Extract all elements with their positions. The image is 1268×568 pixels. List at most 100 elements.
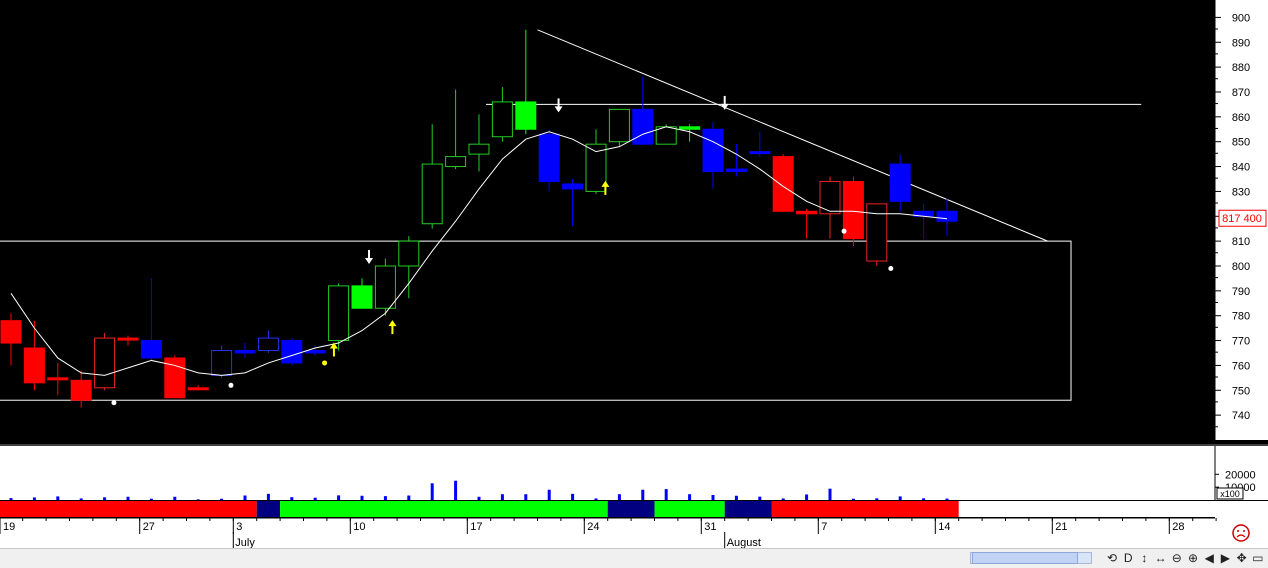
crosshair-icon[interactable]: ✥ — [1236, 551, 1247, 565]
volume-bar — [173, 496, 177, 500]
volume-bar — [594, 498, 598, 500]
volume-bar — [547, 489, 551, 500]
date-axis-label: 3 — [236, 521, 242, 533]
white-dot-marker — [111, 400, 117, 406]
candle-body — [398, 240, 420, 267]
scrollbar-thumb[interactable] — [972, 552, 1078, 564]
vertical-move-icon[interactable]: ↕ — [1141, 551, 1148, 565]
volume-bar — [266, 493, 270, 500]
price-axis-label: 840 — [1232, 162, 1250, 174]
indicator-segment-green — [654, 501, 725, 517]
candle-body — [257, 337, 279, 352]
candle-body — [328, 285, 350, 342]
candle-body — [538, 133, 560, 182]
volume-bar — [477, 496, 481, 500]
date-axis-label: 21 — [1055, 521, 1067, 533]
date-axis-panel — [0, 518, 1215, 548]
volume-bar — [430, 483, 434, 500]
candle-body — [23, 347, 45, 384]
candle-body — [866, 203, 888, 262]
sentiment-face-eye — [1237, 530, 1239, 532]
price-axis-label: 780 — [1232, 311, 1250, 323]
price-chart[interactable]: 7407507607707807908008108208308408508608… — [0, 0, 1268, 549]
candle-body — [374, 265, 396, 309]
indicator-segment-navy — [607, 501, 655, 517]
date-axis-label: 24 — [587, 521, 599, 533]
volume-axis-label: 20000 — [1225, 469, 1256, 481]
period-d-icon[interactable]: D — [1123, 551, 1133, 565]
volume-bar — [360, 495, 364, 500]
volume-bar — [524, 494, 528, 500]
price-axis-label: 800 — [1232, 261, 1250, 273]
candle-body — [445, 156, 467, 168]
candle-body — [140, 340, 162, 359]
zoom-out-icon[interactable]: ⊖ — [1171, 551, 1182, 565]
white-dot-marker — [228, 382, 234, 388]
refresh-icon[interactable]: ⟲ — [1106, 551, 1118, 565]
indicator-segment-green — [280, 501, 608, 517]
candle-body — [936, 210, 958, 222]
candle-body — [749, 151, 771, 155]
volume-bar — [454, 480, 458, 500]
volume-bar — [781, 498, 785, 500]
price-axis-label: 810 — [1232, 236, 1250, 248]
price-axis-label: 770 — [1232, 336, 1250, 348]
sell-arrow — [720, 95, 729, 110]
volume-bar — [56, 496, 60, 500]
candle-body — [468, 143, 490, 155]
date-axis-label: 28 — [1172, 521, 1184, 533]
volume-bar — [571, 493, 575, 500]
candle-body — [491, 101, 513, 138]
horizontal-move-icon[interactable]: ↔ — [1154, 551, 1167, 565]
candle-body — [304, 350, 326, 354]
indicator-segment-red — [771, 501, 959, 517]
month-axis-label: August — [727, 537, 761, 548]
price-axis-label: 880 — [1232, 62, 1250, 74]
candle-body — [608, 108, 630, 143]
sell-arrow — [365, 250, 374, 265]
volume-bar — [758, 496, 762, 500]
candle-body — [725, 168, 747, 173]
scroll-left-icon[interactable]: ◀ — [1204, 551, 1214, 565]
zoom-in-icon[interactable]: ⊕ — [1187, 551, 1199, 565]
volume-bar — [922, 498, 926, 500]
candle-body — [632, 108, 654, 145]
chart-area[interactable]: 7407507607707807908008108208308408508608… — [0, 0, 1268, 549]
candle-body — [281, 340, 303, 364]
price-axis-label: 750 — [1232, 385, 1250, 397]
candle-body — [889, 163, 911, 202]
buy-arrow — [388, 320, 397, 335]
candle-body — [515, 101, 537, 130]
candle-body — [47, 377, 69, 381]
date-axis-label: 7 — [821, 521, 827, 533]
window-icon[interactable]: ▭ — [1252, 551, 1264, 565]
price-axis-label: 740 — [1232, 410, 1250, 422]
price-axis-label: 760 — [1232, 360, 1250, 372]
date-axis-label: 31 — [704, 521, 716, 533]
candle-body — [702, 128, 724, 173]
candle-body — [117, 337, 139, 341]
date-axis-label: 17 — [470, 521, 482, 533]
bottom-toolbar: ⟲ D ↕ ↔ ⊖ ⊕ ◀ ▶ ✥ ▭ — [0, 548, 1268, 568]
volume-bar — [220, 498, 224, 500]
candle-body — [351, 285, 373, 309]
candle-body — [819, 180, 841, 215]
scroll-right-icon[interactable]: ▶ — [1220, 551, 1230, 565]
volume-bar — [32, 497, 36, 500]
buy-arrow — [329, 342, 338, 357]
volume-bar — [711, 494, 715, 500]
range-box — [0, 240, 1072, 401]
volume-bar — [383, 496, 387, 500]
candle-body — [679, 126, 701, 130]
volume-bar — [9, 498, 13, 500]
candle-body — [187, 387, 209, 391]
yellow-dot-marker — [322, 360, 328, 366]
moving-average-line — [10, 126, 948, 376]
volume-multiplier-box — [1216, 487, 1244, 500]
volume-bar — [805, 494, 809, 500]
volume-panel — [0, 446, 1215, 500]
volume-bar — [126, 496, 130, 500]
sell-arrow — [554, 98, 563, 113]
volume-bar — [149, 498, 153, 500]
volume-bar — [337, 495, 341, 500]
